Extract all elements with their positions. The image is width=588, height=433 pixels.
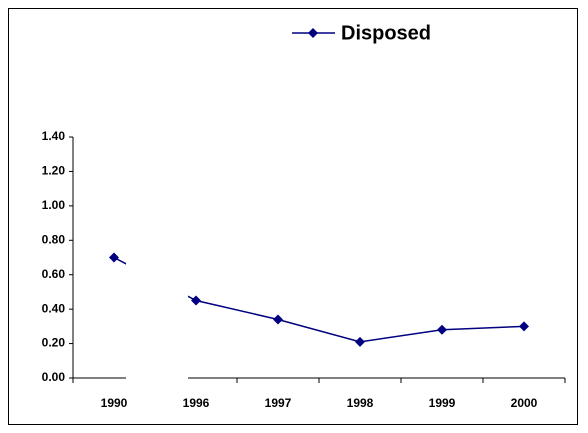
y-tick-label: 0.40 xyxy=(42,301,66,315)
y-tick-label: 1.00 xyxy=(42,198,66,212)
data-point xyxy=(519,321,529,332)
data-point xyxy=(273,314,283,325)
data-point xyxy=(355,336,365,347)
x-tick-label: 1996 xyxy=(183,396,210,410)
y-tick-label: 1.40 xyxy=(42,129,66,143)
x-tick-label: 1997 xyxy=(265,396,292,410)
data-point xyxy=(437,324,447,335)
y-tick-label: 0.00 xyxy=(42,370,66,384)
legend-marker xyxy=(308,28,318,38)
data-point xyxy=(191,295,201,306)
y-tick-label: 1.20 xyxy=(42,164,66,178)
legend-label: Disposed xyxy=(341,22,431,44)
x-tick-label: 2000 xyxy=(511,396,538,410)
y-tick-label: 0.60 xyxy=(42,267,66,281)
chart-border xyxy=(8,8,578,425)
x-tick-label: 1990 xyxy=(101,396,128,410)
x-tick-label: 1998 xyxy=(347,396,374,410)
axis-break xyxy=(126,130,188,390)
data-point xyxy=(109,252,119,263)
y-tick-label: 0.80 xyxy=(42,232,66,246)
x-tick-label: 1999 xyxy=(429,396,456,410)
y-tick-label: 0.20 xyxy=(42,336,66,350)
